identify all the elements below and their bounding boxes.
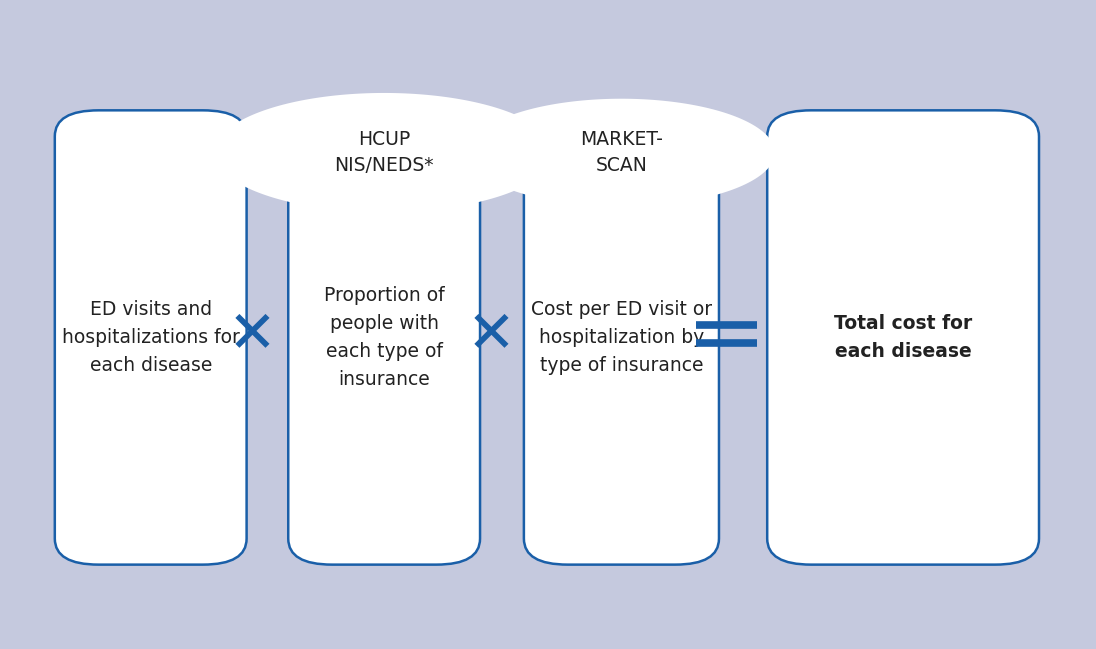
FancyBboxPatch shape xyxy=(288,110,480,565)
FancyBboxPatch shape xyxy=(27,26,1069,623)
Text: ✕: ✕ xyxy=(467,306,515,363)
Text: Cost per ED visit or
hospitalization by
type of insurance: Cost per ED visit or hospitalization by … xyxy=(530,300,712,375)
FancyBboxPatch shape xyxy=(524,110,719,565)
FancyBboxPatch shape xyxy=(55,110,247,565)
Text: ✕: ✕ xyxy=(228,306,276,363)
Text: MARKET-
SCAN: MARKET- SCAN xyxy=(580,130,663,175)
Text: Total cost for
each disease: Total cost for each disease xyxy=(834,314,972,361)
Text: HCUP
NIS/NEDS*: HCUP NIS/NEDS* xyxy=(334,130,434,175)
FancyBboxPatch shape xyxy=(767,110,1039,565)
Polygon shape xyxy=(364,107,403,209)
Polygon shape xyxy=(215,93,553,212)
Text: Proportion of
people with
each type of
insurance: Proportion of people with each type of i… xyxy=(323,286,445,389)
Polygon shape xyxy=(468,99,775,206)
Text: ED visits and
hospitalizations for
each disease: ED visits and hospitalizations for each … xyxy=(61,300,240,375)
Polygon shape xyxy=(602,107,641,203)
